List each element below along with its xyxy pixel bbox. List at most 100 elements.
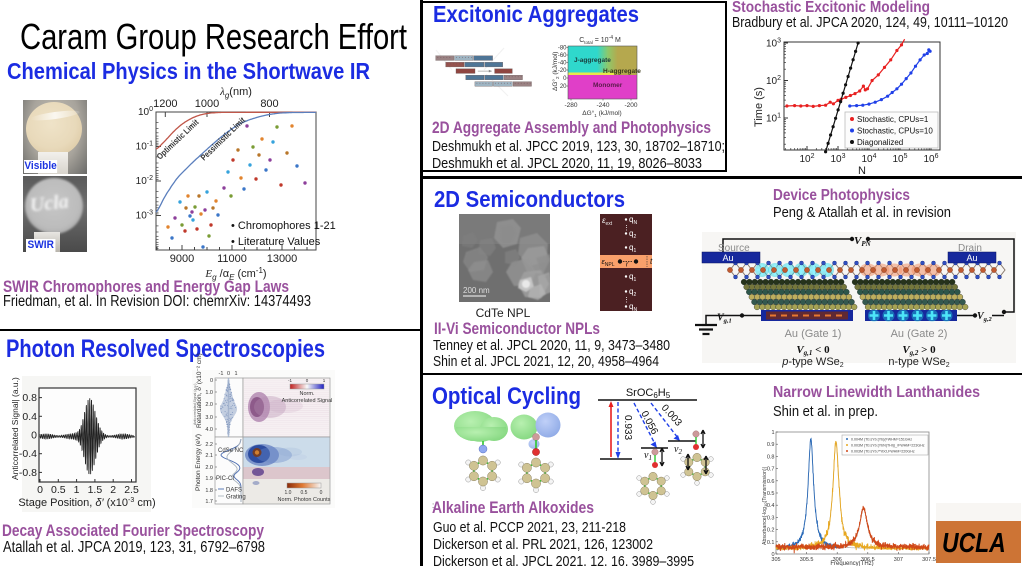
svg-text:0: 0 xyxy=(37,484,43,496)
svg-text:Time (s): Time (s) xyxy=(753,87,765,127)
svg-text:0.3: 0.3 xyxy=(767,515,775,521)
svg-text:1.7: 1.7 xyxy=(205,499,213,505)
svg-text:CdTe NPL: CdTe NPL xyxy=(476,306,531,320)
svg-text:Drain: Drain xyxy=(958,243,982,254)
svg-text:1.5: 1.5 xyxy=(88,484,103,496)
svg-text:13000: 13000 xyxy=(267,253,298,265)
svg-text:0.9: 0.9 xyxy=(767,442,775,448)
svg-text:102: 102 xyxy=(799,153,814,165)
svg-text:Norm. Photon Counts: Norm. Photon Counts xyxy=(278,497,331,503)
svg-text:1: 1 xyxy=(771,430,774,436)
svg-text:0: 0 xyxy=(306,378,309,383)
svg-text:0: 0 xyxy=(320,490,323,496)
svg-text:Photon Energy (eV): Photon Energy (eV) xyxy=(195,434,202,491)
svg-text:Ctotal = 10-4 M: Ctotal = 10-4 M xyxy=(579,35,621,45)
svg-text:Vg,1 < 0: Vg,1 < 0 xyxy=(796,344,830,357)
svg-text:N: N xyxy=(858,165,866,177)
svg-text:Anticorrelated Signal| (a.u.): Anticorrelated Signal| (a.u.) xyxy=(10,377,20,480)
svg-text:r: r xyxy=(626,262,629,269)
svg-text:306: 306 xyxy=(833,557,842,563)
svg-text:0.4: 0.4 xyxy=(767,503,775,509)
svg-text:ΔG°2 (kJ/mol): ΔG°2 (kJ/mol) xyxy=(551,52,560,91)
svg-text:0: 0 xyxy=(31,430,37,442)
svg-text:0.8: 0.8 xyxy=(767,454,775,460)
svg-text:305.5: 305.5 xyxy=(800,557,814,563)
svg-text::: : xyxy=(432,501,434,510)
svg-text:0.056: 0.056 xyxy=(638,409,660,437)
svg-text:-0.4: -0.4 xyxy=(19,448,37,460)
svg-text:11000: 11000 xyxy=(217,253,247,265)
svg-text:800: 800 xyxy=(260,98,278,110)
svg-text:200 nm: 200 nm xyxy=(463,286,490,295)
svg-text:-280: -280 xyxy=(564,102,577,109)
svg-text:Anticorrelated Signal (a.u.): Anticorrelated Signal (a.u.) xyxy=(193,384,197,425)
svg-text:0.933: 0.933 xyxy=(622,415,633,440)
svg-text:H-aggregate: H-aggregate xyxy=(603,68,641,75)
svg-text:104: 104 xyxy=(861,153,876,165)
svg-text:Vg,2: Vg,2 xyxy=(977,311,993,323)
svg-text:101: 101 xyxy=(766,113,781,125)
svg-text:ν1: ν1 xyxy=(644,450,652,462)
svg-text:t: t xyxy=(650,257,653,266)
svg-text:⋮: ⋮ xyxy=(623,297,630,304)
svg-text:ν2: ν2 xyxy=(674,444,682,456)
svg-text:⋮: ⋮ xyxy=(623,225,630,232)
svg-text:307.5: 307.5 xyxy=(922,557,936,563)
svg-text:2.2: 2.2 xyxy=(205,442,213,448)
svg-text:1200: 1200 xyxy=(153,98,177,110)
svg-text:0.003: 0.003 xyxy=(659,403,684,429)
svg-text:Source: Source xyxy=(718,243,750,254)
svg-text:CdSe NC: CdSe NC xyxy=(218,448,244,454)
svg-text:105: 105 xyxy=(892,153,907,165)
svg-text:106: 106 xyxy=(923,153,938,165)
svg-text:-1: -1 xyxy=(219,371,224,377)
svg-text:0: 0 xyxy=(210,378,213,384)
svg-text:-80: -80 xyxy=(558,46,567,52)
svg-text:Au (Gate 2): Au (Gate 2) xyxy=(891,328,948,340)
svg-text:307: 307 xyxy=(894,557,903,563)
svg-text:306.5: 306.5 xyxy=(861,557,875,563)
svg-text:10-3: 10-3 xyxy=(136,210,153,222)
svg-text:2.0: 2.0 xyxy=(205,402,213,408)
svg-text:q1: q1 xyxy=(629,243,636,254)
svg-text:q1: q1 xyxy=(629,272,636,283)
svg-text:4.0: 4.0 xyxy=(205,427,213,433)
svg-text:Retardation, δ′ (x10⁻² cm): Retardation, δ′ (x10⁻² cm) xyxy=(196,353,203,428)
svg-text:Stage Position, δ′ (x10-3 cm): Stage Position, δ′ (x10-3 cm) xyxy=(18,497,155,509)
svg-text:1.0: 1.0 xyxy=(285,490,292,496)
svg-text:PIC-CI: PIC-CI xyxy=(216,476,234,482)
svg-text:λg(nm): λg(nm) xyxy=(219,86,252,100)
svg-text:J-aggregate: J-aggregate xyxy=(574,57,611,64)
svg-text:9000: 9000 xyxy=(170,253,194,265)
svg-text:n-type WSe2: n-type WSe2 xyxy=(888,356,949,369)
svg-text:q2: q2 xyxy=(629,287,636,298)
svg-text:0.5: 0.5 xyxy=(767,491,775,497)
svg-text:SrOC6H5: SrOC6H5 xyxy=(626,387,671,400)
svg-text:• Literature Values: • Literature Values xyxy=(231,236,321,248)
svg-text:3.0: 3.0 xyxy=(205,415,213,421)
svg-text:Au: Au xyxy=(722,253,733,263)
svg-text:Au (Gate 1): Au (Gate 1) xyxy=(785,328,842,340)
svg-text:qN: qN xyxy=(629,302,637,313)
svg-text:• Chromophores 1-21: • Chromophores 1-21 xyxy=(231,220,336,232)
svg-text:VPN: VPN xyxy=(854,235,872,248)
svg-text:2.5: 2.5 xyxy=(124,484,139,496)
svg-text:0.4: 0.4 xyxy=(22,411,37,423)
svg-text:0.5: 0.5 xyxy=(51,484,66,496)
svg-text:q2: q2 xyxy=(629,229,636,240)
svg-text:Stochastic, CPUs=1: Stochastic, CPUs=1 xyxy=(857,115,929,124)
svg-text:-0.8: -0.8 xyxy=(19,467,37,479)
svg-text:0.6: 0.6 xyxy=(767,479,775,485)
svg-text:1000: 1000 xyxy=(195,98,219,110)
svg-text:Absorbance(-log10(Transmission: Absorbance(-log10(Transmission)) xyxy=(762,466,768,545)
svg-text:2: 2 xyxy=(110,484,116,496)
svg-text:0.003M (Tb:sYb:(YbN(THI))_/FWH: 0.003M (Tb:sYb:(YbN(THI))_/FWHM=223GHz xyxy=(851,444,925,448)
svg-text:0.5: 0.5 xyxy=(301,490,308,496)
svg-text:1: 1 xyxy=(323,378,326,383)
svg-text:100: 100 xyxy=(138,106,153,118)
svg-text:Vg,1: Vg,1 xyxy=(717,313,732,325)
svg-text:305: 305 xyxy=(771,557,780,563)
svg-text:Eg /αE (cm-1): Eg /αE (cm-1) xyxy=(204,266,266,282)
svg-text:-1: -1 xyxy=(288,378,292,383)
svg-text:1.8: 1.8 xyxy=(205,488,213,494)
